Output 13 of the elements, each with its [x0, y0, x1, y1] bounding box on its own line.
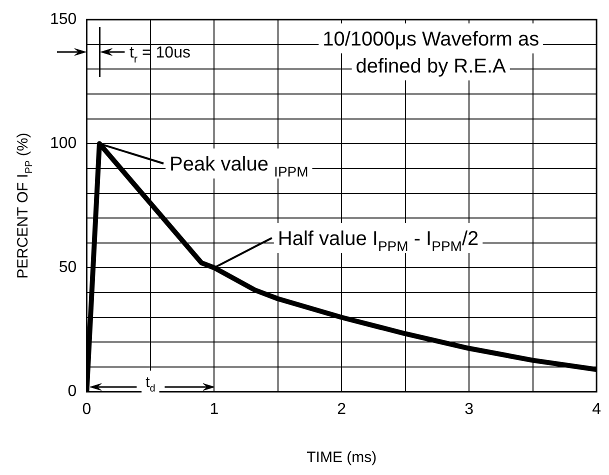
- y-tick-label: 0: [68, 383, 77, 400]
- x-tick-label: 1: [210, 400, 219, 418]
- y-tick-label: 50: [58, 259, 77, 276]
- x-tick-label: 3: [464, 400, 474, 418]
- x-tick-label: 4: [592, 400, 602, 418]
- y-tick-label: 150: [50, 11, 77, 28]
- x-tick-label: 2: [337, 400, 346, 418]
- annotation: Peak value IPPM: [170, 154, 308, 180]
- x-axis-title: TIME (ms): [306, 449, 377, 466]
- y-tick-label: 100: [50, 135, 77, 152]
- x-tick-label: 0: [82, 400, 92, 418]
- y-axis-title: PERCENT OF IPP (%): [14, 132, 35, 279]
- annotation: 10/1000μs Waveform as defined by R.E.A: [322, 28, 540, 78]
